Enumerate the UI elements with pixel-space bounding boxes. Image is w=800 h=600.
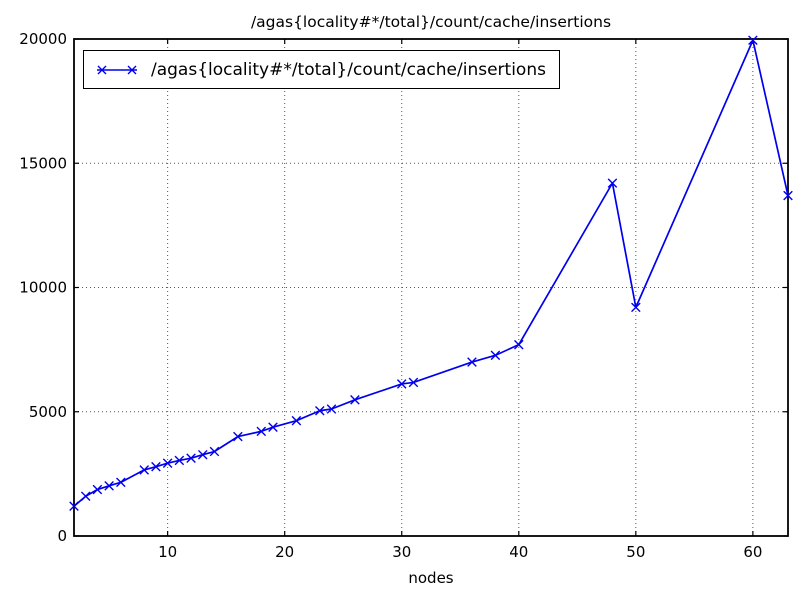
data-marker [748,35,758,46]
chart-title: /agas{locality#*/total}/count/cache/inse… [250,13,612,31]
y-tick-label: 0 [57,527,67,545]
data-marker [513,339,524,350]
data-marker [69,501,79,511]
data-marker [151,461,161,472]
data-marker [408,377,419,388]
y-tick-label: 10000 [19,279,67,297]
x-axis-label: nodes [408,569,454,587]
data-marker [326,404,337,414]
data-marker [209,446,220,457]
data-marker [607,178,618,188]
x-tick-label: 20 [275,543,294,561]
legend-line-sample [97,65,137,74]
data-marker [467,357,477,367]
data-marker [92,484,103,495]
y-tick-label: 5000 [29,403,67,421]
data-marker [350,395,360,405]
data-marker [186,453,196,464]
x-tick-label: 30 [392,543,411,561]
data-marker [80,491,91,502]
data-line [73,39,789,507]
legend: /agas{locality#*/total}/count/cache/inse… [83,50,560,89]
data-marker [396,379,407,389]
x-tick-label: 50 [626,543,645,561]
y-tick-label: 15000 [19,154,67,172]
x-tick-label: 10 [158,543,177,561]
x-tick-label: 40 [509,543,528,561]
data-marker [490,350,501,361]
legend-label: /agas{locality#*/total}/count/cache/inse… [151,59,546,80]
data-marker [291,415,302,426]
data-marker [256,426,267,437]
data-marker [139,465,150,475]
data-marker [233,431,243,442]
data-marker [268,422,278,432]
data-marker [116,477,126,488]
data-marker [174,455,185,466]
data-marker [104,481,114,491]
data-marker [783,190,793,201]
data-marker [315,405,325,416]
y-tick-label: 20000 [19,30,67,48]
data-marker [197,449,208,460]
data-marker [162,458,173,468]
x-tick-label: 60 [743,543,762,561]
data-marker [631,302,641,313]
